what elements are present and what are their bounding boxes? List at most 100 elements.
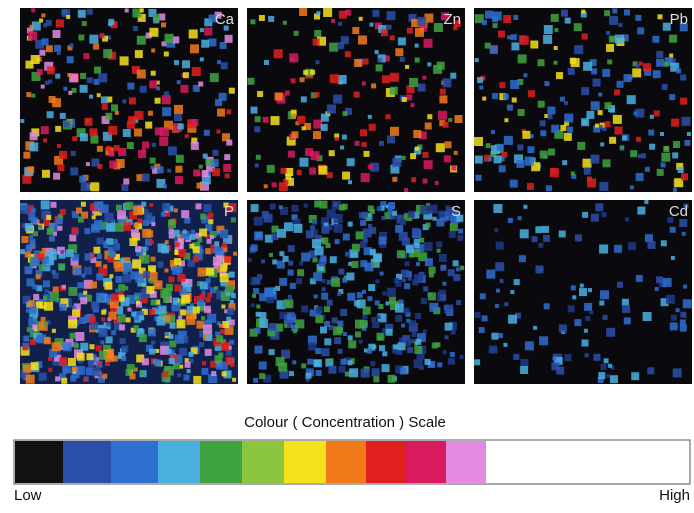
map-pixel	[222, 344, 229, 351]
map-pixel	[318, 166, 327, 175]
map-pixel	[94, 67, 101, 74]
map-pixel	[154, 359, 161, 366]
swatch	[158, 441, 200, 483]
map-pixel	[493, 23, 498, 28]
map-pixel	[456, 300, 461, 305]
map-pixel	[329, 366, 337, 374]
map-pixel	[223, 164, 231, 172]
map-pixel	[588, 288, 592, 292]
map-pixel	[80, 343, 88, 351]
map-pixel	[387, 11, 396, 20]
map-pixel	[654, 110, 660, 116]
map-pixel	[599, 125, 603, 129]
map-pixel	[513, 354, 519, 360]
map-pixel	[340, 309, 347, 316]
map-pixel	[312, 220, 317, 225]
map-pixel	[151, 165, 155, 169]
map-pixel	[591, 101, 600, 110]
map-pixel	[513, 15, 518, 20]
map-pixel	[427, 114, 432, 119]
map-pixel	[29, 235, 33, 239]
map-pixel	[121, 356, 126, 361]
map-pixel	[178, 124, 184, 130]
map-pixel	[348, 335, 353, 340]
map-pixel	[303, 70, 308, 75]
map-pixel	[201, 316, 205, 320]
map-pixel	[31, 362, 39, 370]
map-pixel	[390, 127, 399, 136]
map-pixel	[104, 213, 113, 222]
map-pixel	[142, 297, 148, 303]
map-pixel	[132, 260, 141, 269]
map-pixel	[492, 16, 498, 22]
map-pixel	[92, 215, 96, 219]
map-pixel	[213, 150, 219, 156]
map-pixel	[460, 266, 464, 270]
map-pixel	[436, 143, 445, 152]
map-pixel	[42, 248, 46, 252]
map-pixel	[485, 11, 493, 19]
map-pixel	[120, 338, 126, 344]
map-pixel	[47, 66, 55, 74]
map-pixel	[687, 132, 691, 136]
map-pixel	[480, 293, 486, 299]
map-pixel	[402, 238, 410, 246]
map-pixel	[479, 327, 485, 333]
map-pixel	[291, 131, 298, 138]
map-pixel	[137, 70, 146, 79]
map-pixel	[486, 143, 491, 148]
map-pixel	[671, 315, 677, 321]
map-pixel	[141, 255, 150, 264]
map-pixel	[308, 343, 316, 351]
map-pixel	[683, 299, 692, 308]
map-pixel	[255, 116, 261, 122]
map-pixel	[497, 144, 504, 151]
map-pixel	[633, 111, 637, 115]
map-pixel	[106, 336, 113, 343]
scale-title: Colour ( Concentration ) Scale	[244, 414, 446, 431]
map-pixel	[229, 320, 235, 326]
map-pixel	[123, 274, 131, 282]
map-pixel	[117, 210, 126, 219]
map-pixel	[83, 53, 89, 59]
map-pixel	[57, 51, 61, 55]
map-pixel	[78, 10, 86, 18]
map-pixel	[412, 228, 420, 236]
map-pixel	[600, 290, 609, 299]
map-pixel	[66, 15, 70, 19]
map-pixel	[199, 342, 204, 347]
element-map: P	[20, 200, 238, 384]
map-pixel	[429, 205, 438, 214]
map-pixel	[388, 375, 396, 383]
map-pixel	[278, 363, 287, 372]
map-pixel	[366, 217, 370, 221]
map-pixel	[26, 375, 35, 384]
map-pixel	[455, 115, 463, 123]
map-pixel	[416, 262, 420, 266]
map-pixel	[293, 224, 302, 233]
map-pixel	[288, 270, 294, 276]
map-pixel	[429, 303, 438, 312]
map-pixel	[392, 177, 397, 182]
map-pixel	[309, 168, 316, 175]
map-pixel	[382, 364, 390, 372]
map-pixel	[435, 181, 439, 185]
map-pixel	[386, 329, 393, 336]
map-pixel	[101, 96, 108, 103]
map-pixel	[272, 260, 277, 265]
map-pixel	[400, 219, 406, 225]
map-pixel	[324, 306, 330, 312]
map-pixel	[310, 70, 315, 75]
map-pixel	[149, 203, 153, 207]
map-pixel	[90, 182, 99, 191]
map-pixel	[438, 111, 447, 120]
map-pixel	[251, 107, 258, 114]
map-pixel	[329, 43, 338, 52]
map-pixel	[655, 287, 659, 291]
map-pixel	[162, 107, 171, 116]
map-pixel	[162, 95, 171, 104]
map-pixel	[508, 218, 513, 223]
map-pixel	[498, 31, 505, 38]
map-pixel	[60, 250, 64, 254]
map-pixel	[96, 345, 102, 351]
